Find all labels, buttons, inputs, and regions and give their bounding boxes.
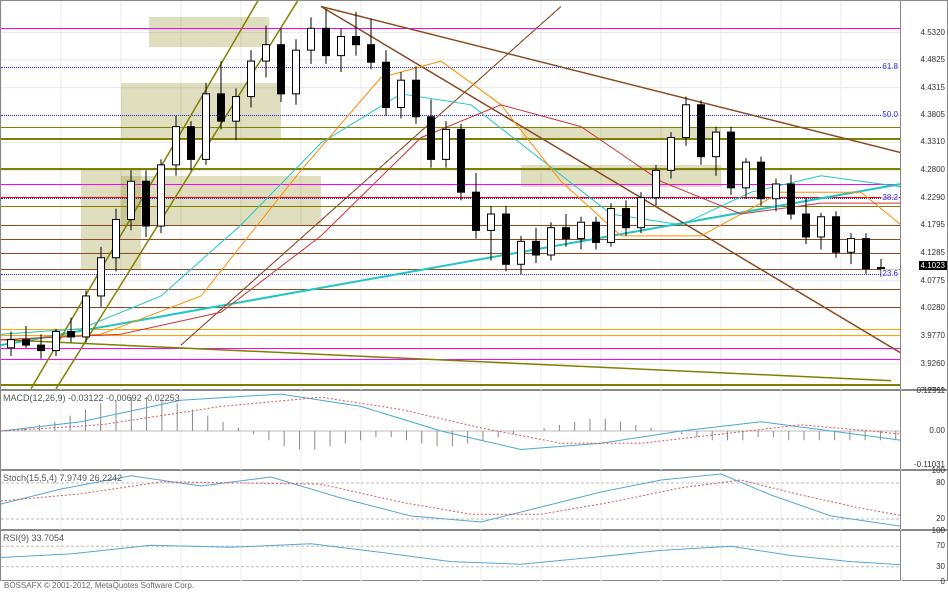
price-y-axis: 4.53204.48254.43154.38054.33104.28004.22… (900, 1, 947, 389)
rsi-panel[interactable]: RSI(9) 33.7054 10070300 (0, 530, 948, 581)
price-overlay (1, 1, 903, 391)
stoch-panel[interactable]: Stoch(15,5,4) 7.9749 26.2242 10080200 (0, 470, 948, 530)
macd-panel[interactable]: MACD(12,26,9) -0.03122 -0.00692 -0.02253… (0, 390, 948, 470)
stoch-title: Stoch(15,5,4) 7.9749 26.2242 (3, 473, 122, 483)
rsi-plot (1, 531, 903, 582)
current-price-badge: 4.1023 (919, 261, 947, 270)
stoch-y-axis: 10080200 (900, 471, 947, 529)
macd-y-axis: 0.129110.00-0.11031 (900, 391, 947, 469)
copyright-footer: BOSSAFX © 2001-2012, MetaQuotes Software… (0, 581, 948, 593)
rsi-y-axis: 10070300 (900, 531, 947, 580)
price-chart-panel[interactable]: 4.53204.48254.43154.38054.33104.28004.22… (0, 0, 948, 390)
macd-plot (1, 391, 903, 471)
macd-title: MACD(12,26,9) -0.03122 -0.00692 -0.02253 (3, 393, 180, 403)
stoch-plot (1, 471, 903, 531)
rsi-title: RSI(9) 33.7054 (3, 533, 64, 543)
